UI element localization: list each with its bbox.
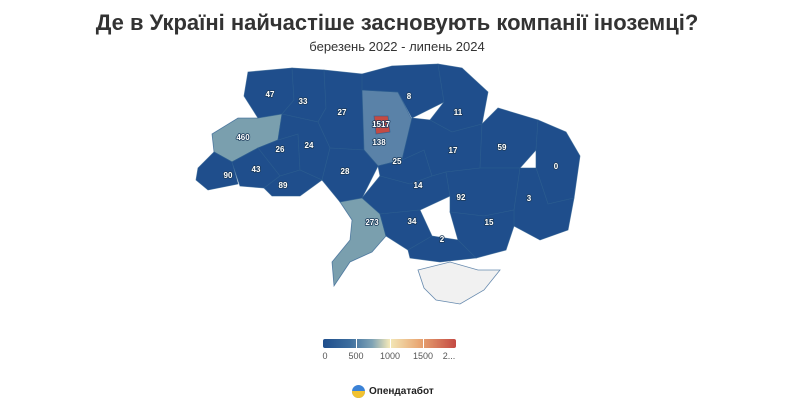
region-value-poltava: 17 [449,146,458,155]
region-value-ternopil: 26 [276,145,285,154]
region-value-kyiv-city: 1517 [372,120,390,129]
region-value-luhansk: 0 [554,162,559,171]
region-kherson[interactable] [407,235,477,263]
map-title: Де в Україні найчастіше засновують компа… [95,10,699,35]
legend-tick-1500: 1500 [412,351,434,361]
legend-divider [356,339,357,348]
brand-name: Опендатабот [369,385,434,397]
region-value-kirovohrad: 14 [414,181,423,190]
opendatabot-logo-icon [352,384,365,398]
region-value-vinnytsia: 28 [341,167,350,176]
legend-tick-1000: 1000 [379,351,401,361]
region-value-donetsk: 3 [527,194,532,203]
region-value-mykolaiv: 34 [408,217,417,226]
region-value-rivne: 33 [299,97,308,106]
legend-tick-500: 500 [348,351,364,361]
region-dnipropetrovsk[interactable] [445,167,521,217]
region-value-lviv: 460 [236,133,250,142]
region-value-volyn: 47 [266,90,275,99]
region-value-odesa: 273 [365,218,379,227]
region-value-kherson: 2 [440,235,445,244]
region-value-zakarpattia: 90 [224,171,233,180]
region-value-sumy: 11 [454,108,463,117]
region-value-ivano-frankivsk: 43 [252,165,261,174]
region-chernihiv[interactable] [361,63,445,119]
brand-footer[interactable]: Опендатабот [352,383,434,399]
legend-tick-max: 2... [442,351,456,361]
region-value-cherkasy: 25 [393,157,402,166]
region-value-chernihiv: 8 [407,92,412,101]
region-value-khmelnytskyi: 24 [305,141,314,150]
map-subtitle: березень 2022 - липень 2024 [309,39,485,54]
region-kyiv-city[interactable] [373,115,391,135]
legend-tick-0: 0 [322,351,328,361]
region-chernivtsi[interactable] [263,169,323,197]
region-value-kharkiv: 59 [498,143,507,152]
legend-color-bar [323,339,456,348]
region-crimea[interactable] [417,261,501,305]
region-value-kyiv-oblast: 138 [372,138,386,147]
region-value-dnipropetrovsk: 92 [457,193,466,202]
region-zakarpattia[interactable] [195,151,239,191]
region-kharkiv[interactable] [479,107,539,169]
region-value-chernivtsi: 89 [279,181,288,190]
region-value-zhytomyr: 27 [338,108,347,117]
region-value-zaporizhzhia: 15 [485,218,494,227]
region-odesa[interactable] [331,197,387,288]
legend-divider [423,339,424,348]
legend-divider [390,339,391,348]
